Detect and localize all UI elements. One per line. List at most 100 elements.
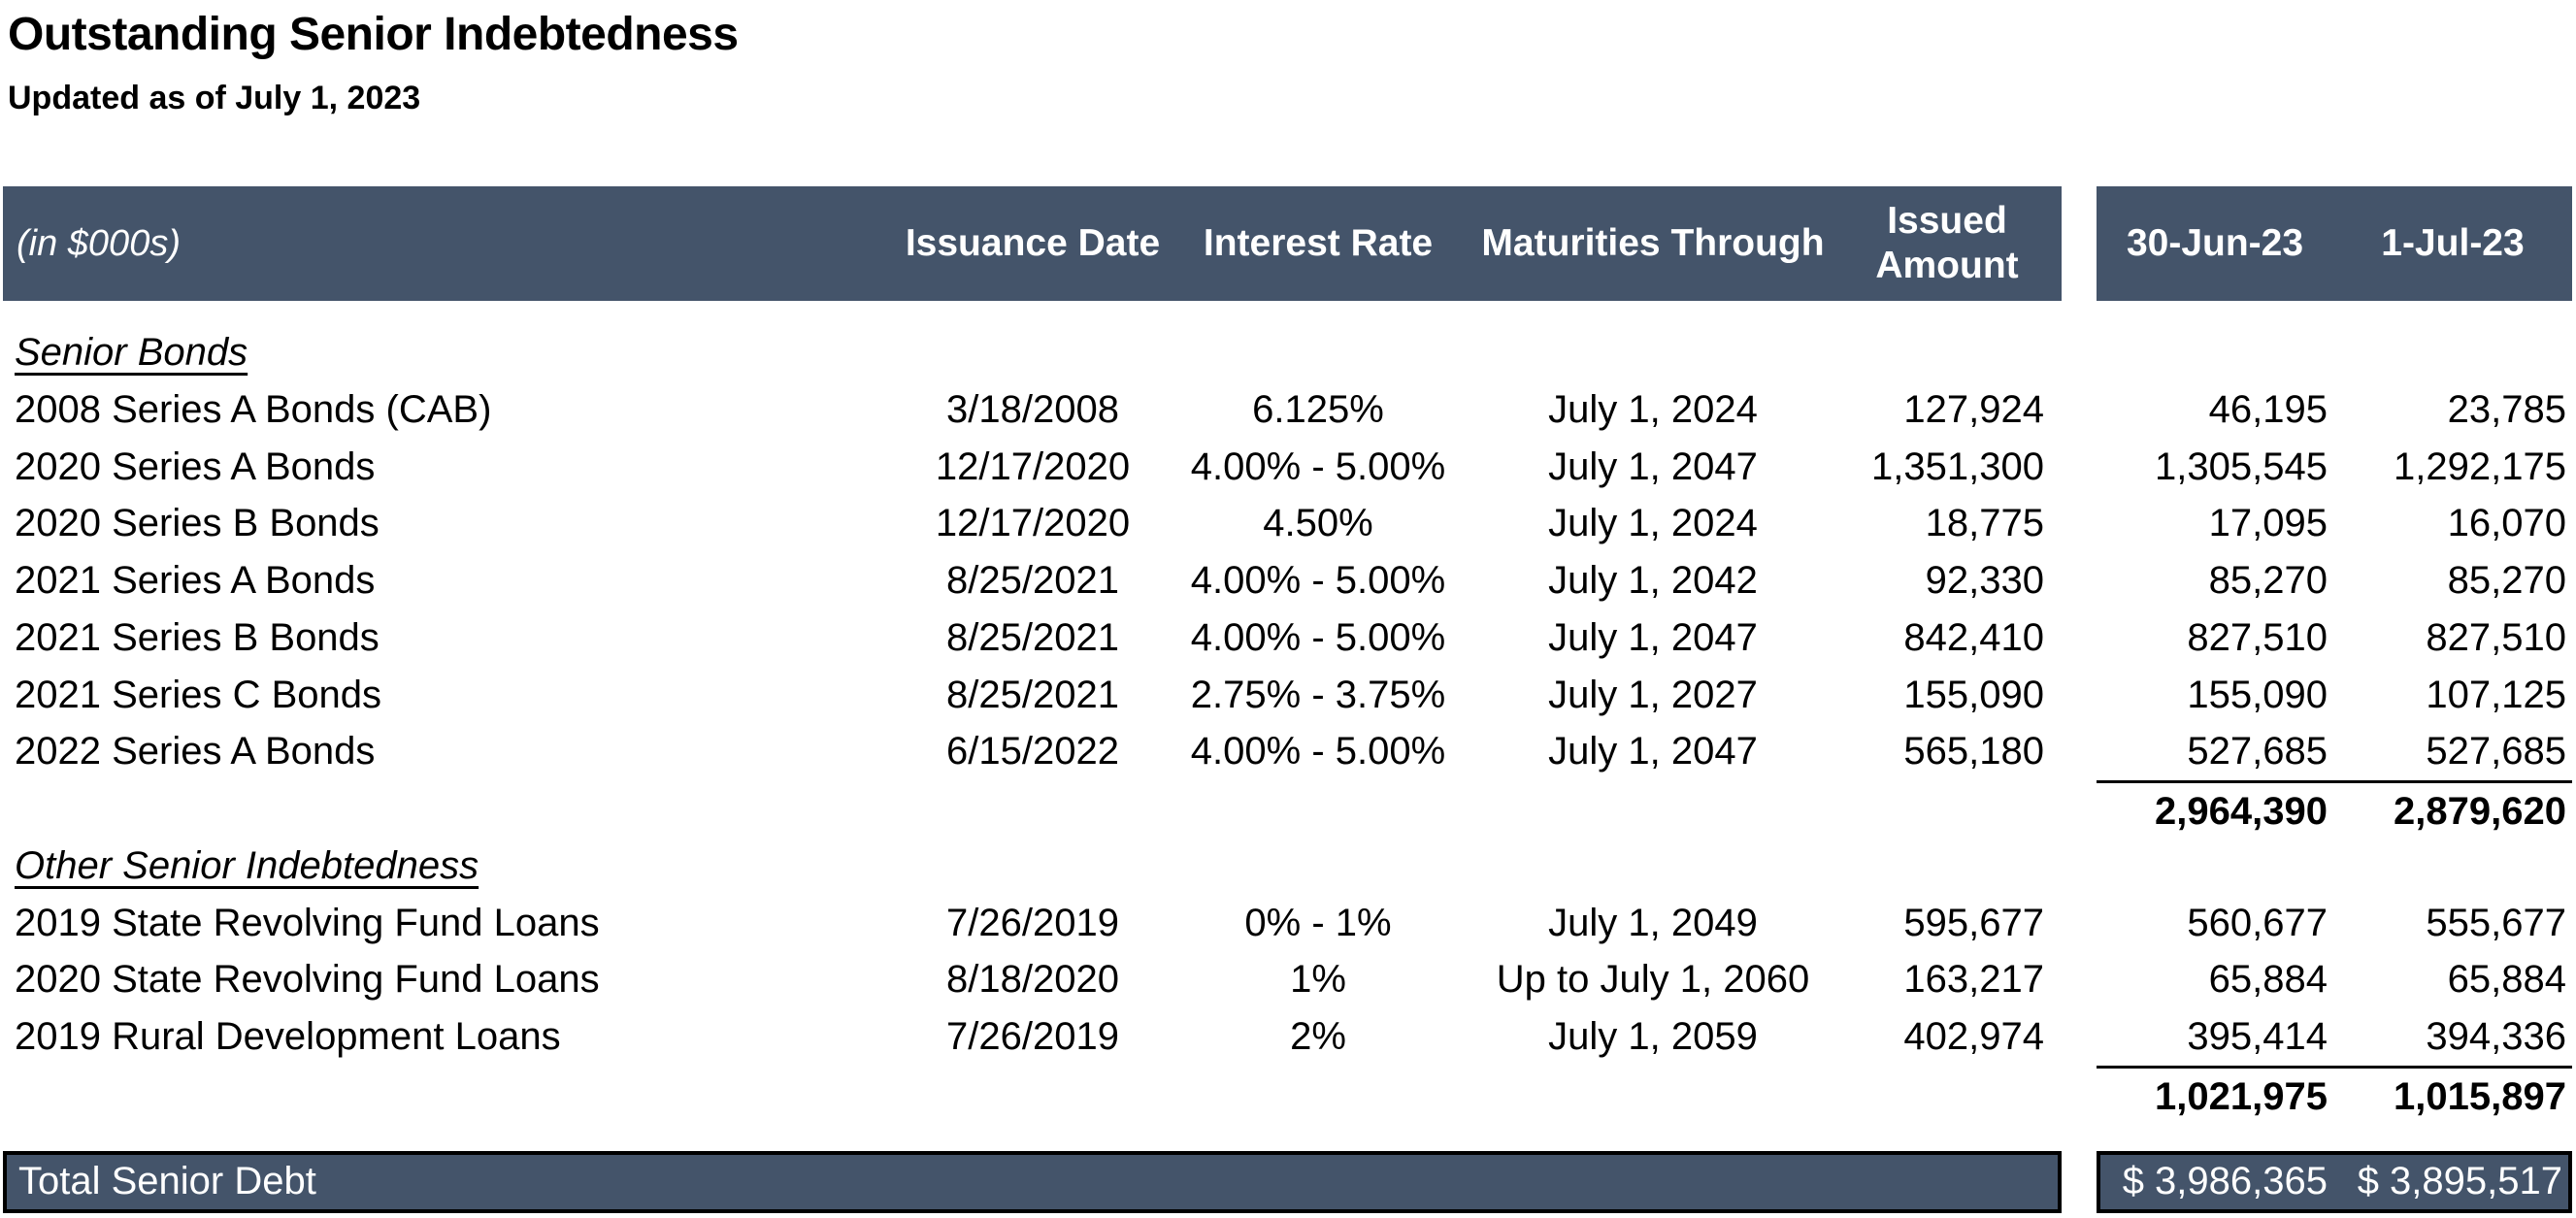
table-row: 2008 Series A Bonds (CAB) 3/18/2008 6.12… (3, 381, 2572, 439)
cell-maturities-through: July 1, 2042 (1548, 559, 1758, 602)
total-row-values-band: $ 3,986,365 $ 3,895,517 (2097, 1151, 2572, 1213)
cell-interest-rate: 4.00% - 5.00% (1190, 559, 1446, 602)
subtotal-1-jul-23: 1,015,897 (2333, 1065, 2572, 1126)
cell-1-jul-23: 65,884 (2447, 958, 2566, 1002)
page-title: Outstanding Senior Indebtedness (8, 9, 739, 60)
cell-30-jun-23: 395,414 (2187, 1015, 2328, 1058)
row-label: 2020 Series B Bonds (15, 502, 380, 545)
units-label: (in $000s) (17, 222, 181, 264)
table-row: 2020 Series A Bonds 12/17/2020 4.00% - 5… (3, 439, 2572, 496)
subtotal-row-other-senior-indebtedness: 1,021,975 1,015,897 (3, 1065, 2572, 1126)
section-label-other-senior-indebtedness: Other Senior Indebtedness (15, 843, 479, 887)
cell-30-jun-23: 155,090 (2187, 673, 2328, 716)
cell-1-jul-23: 16,070 (2447, 502, 2566, 545)
column-header-issued-amount: Issued Amount (1842, 199, 2062, 288)
cell-interest-rate: 4.00% - 5.00% (1190, 615, 1446, 659)
cell-issuance-date: 8/18/2020 (946, 958, 1119, 1002)
row-label: 2021 Series B Bonds (15, 615, 380, 659)
cell-issuance-date: 3/18/2008 (946, 387, 1119, 431)
total-row-label-band: Total Senior Debt (3, 1151, 2062, 1213)
cell-issued-amount: 92,330 (1925, 559, 2044, 602)
cell-30-jun-23: 17,095 (2208, 502, 2328, 545)
table-header-band: (in $000s) Issuance Date Interest Rate M… (3, 186, 2062, 301)
cell-maturities-through: July 1, 2049 (1548, 901, 1758, 944)
cell-interest-rate: 2% (1290, 1015, 1346, 1058)
cell-maturities-through: July 1, 2047 (1548, 615, 1758, 659)
cell-1-jul-23: 827,510 (2426, 615, 2566, 659)
cell-issued-amount: 402,974 (1903, 1015, 2044, 1058)
table-row: 2020 Series B Bonds 12/17/2020 4.50% Jul… (3, 495, 2572, 552)
cell-issuance-date: 7/26/2019 (946, 1015, 1119, 1058)
cell-maturities-through: July 1, 2047 (1548, 730, 1758, 774)
cell-1-jul-23: 555,677 (2426, 901, 2566, 944)
cell-1-jul-23: 394,336 (2426, 1015, 2566, 1058)
cell-interest-rate: 4.50% (1263, 502, 1373, 545)
cell-interest-rate: 0% - 1% (1244, 901, 1392, 944)
cell-1-jul-23: 107,125 (2426, 673, 2566, 716)
section-header-row: Other Senior Indebtedness (3, 838, 2572, 895)
row-label: 2020 State Revolving Fund Loans (15, 958, 600, 1002)
cell-issued-amount: 1,351,300 (1871, 444, 2044, 488)
cell-issued-amount: 155,090 (1903, 673, 2044, 716)
cell-maturities-through: July 1, 2059 (1548, 1015, 1758, 1058)
cell-interest-rate: 1% (1290, 958, 1346, 1002)
row-label: 2021 Series A Bonds (15, 559, 376, 602)
row-label: 2022 Series A Bonds (15, 730, 376, 774)
column-header-interest-rate: Interest Rate (1203, 222, 1434, 264)
cell-30-jun-23: 46,195 (2208, 387, 2328, 431)
cell-interest-rate: 4.00% - 5.00% (1190, 730, 1446, 774)
total-1-jul-23: $ 3,895,517 (2357, 1160, 2562, 1202)
column-header-issuance-date: Issuance Date (905, 222, 1161, 264)
row-label: 2008 Series A Bonds (CAB) (15, 387, 492, 431)
table-row: 2020 State Revolving Fund Loans 8/18/202… (3, 951, 2572, 1008)
cell-issuance-date: 12/17/2020 (935, 444, 1131, 488)
cell-maturities-through: July 1, 2024 (1548, 387, 1758, 431)
cell-issued-amount: 842,410 (1903, 615, 2044, 659)
cell-maturities-through: July 1, 2047 (1548, 444, 1758, 488)
column-header-1-jul-23: 1-Jul-23 (2381, 222, 2525, 264)
column-header-30-jun-23: 30-Jun-23 (2126, 222, 2304, 264)
cell-maturities-through: July 1, 2027 (1548, 673, 1758, 716)
cell-issued-amount: 595,677 (1903, 901, 2044, 944)
table-row: 2021 Series B Bonds 8/25/2021 4.00% - 5.… (3, 609, 2572, 667)
cell-issuance-date: 8/25/2021 (946, 673, 1119, 716)
subtotal-row-senior-bonds: 2,964,390 2,879,620 (3, 780, 2572, 838)
row-label: 2020 Series A Bonds (15, 444, 376, 488)
cell-30-jun-23: 827,510 (2187, 615, 2328, 659)
cell-1-jul-23: 527,685 (2426, 730, 2566, 774)
cell-30-jun-23: 527,685 (2187, 730, 2328, 774)
row-label: 2019 Rural Development Loans (15, 1015, 561, 1058)
cell-30-jun-23: 85,270 (2208, 559, 2328, 602)
cell-issued-amount: 565,180 (1903, 730, 2044, 774)
cell-issued-amount: 127,924 (1903, 387, 2044, 431)
cell-issuance-date: 7/26/2019 (946, 901, 1119, 944)
issued-amount-line2: Amount (1875, 245, 2019, 286)
cell-1-jul-23: 23,785 (2447, 387, 2566, 431)
cell-issuance-date: 8/25/2021 (946, 559, 1119, 602)
cell-issued-amount: 18,775 (1925, 502, 2044, 545)
cell-30-jun-23: 1,305,545 (2155, 444, 2328, 488)
cell-maturities-through: Up to July 1, 2060 (1496, 958, 1810, 1002)
total-label: Total Senior Debt (18, 1160, 316, 1202)
column-header-maturities-through: Maturities Through (1481, 222, 1825, 264)
issued-amount-line1: Issued (1887, 200, 2007, 242)
cell-maturities-through: July 1, 2024 (1548, 502, 1758, 545)
total-30-jun-23: $ 3,986,365 (2122, 1160, 2328, 1202)
subtotal-30-jun-23: 2,964,390 (2097, 780, 2333, 840)
page-subtitle: Updated as of July 1, 2023 (8, 80, 421, 116)
row-label: 2019 State Revolving Fund Loans (15, 901, 600, 944)
cell-issuance-date: 8/25/2021 (946, 615, 1119, 659)
table-row: 2021 Series A Bonds 8/25/2021 4.00% - 5.… (3, 552, 2572, 609)
cell-issuance-date: 12/17/2020 (935, 502, 1131, 545)
subtotal-30-jun-23: 1,021,975 (2097, 1065, 2333, 1126)
table-header-band-dates: 30-Jun-23 1-Jul-23 (2097, 186, 2572, 301)
cell-30-jun-23: 65,884 (2208, 958, 2328, 1002)
table-row: 2022 Series A Bonds 6/15/2022 4.00% - 5.… (3, 723, 2572, 780)
table-row: 2021 Series C Bonds 8/25/2021 2.75% - 3.… (3, 667, 2572, 724)
section-header-row: Senior Bonds (3, 324, 2572, 381)
row-label: 2021 Series C Bonds (15, 673, 382, 716)
cell-interest-rate: 4.00% - 5.00% (1190, 444, 1446, 488)
section-label-senior-bonds: Senior Bonds (15, 331, 248, 374)
cell-issuance-date: 6/15/2022 (946, 730, 1119, 774)
